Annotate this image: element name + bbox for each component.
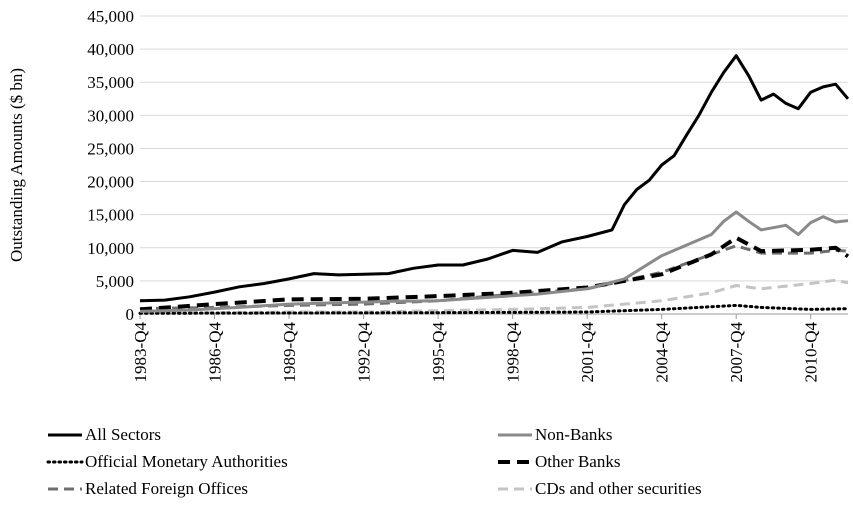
x-tick-label: 1986-Q4: [206, 322, 225, 383]
x-axis-ticks: 1983-Q4 1986-Q4 1989-Q4 1992-Q4 1995-Q4 1998-…: [131, 314, 821, 382]
y-axis-title: Outstanding Amounts ($ bn): [7, 68, 26, 262]
x-tick-label: 2001-Q4: [578, 322, 597, 383]
y-tick-label: 40,000: [87, 40, 134, 59]
x-tick-label: 1983-Q4: [131, 322, 150, 383]
legend-label: Non-Banks: [535, 425, 612, 444]
y-tick-label: 5,000: [96, 272, 134, 291]
y-tick-label: 15,000: [87, 206, 134, 225]
x-tick-label: 1992-Q4: [355, 322, 374, 383]
x-tick-label: 2004-Q4: [653, 322, 672, 383]
series-lines: [138, 54, 850, 315]
y-tick-label: 30,000: [87, 106, 134, 125]
y-tick-label: 25,000: [87, 139, 134, 158]
legend-label: Other Banks: [535, 452, 620, 471]
legend-label: CDs and other securities: [535, 479, 702, 498]
series-line: [138, 303, 850, 315]
legend-label: Related Foreign Offices: [85, 479, 248, 498]
x-tick-label: 2010-Q4: [802, 322, 821, 383]
y-tick-label: 45,000: [87, 7, 134, 26]
y-tick-label: 10,000: [87, 239, 134, 258]
series-line: [139, 54, 850, 303]
x-tick-label: 1989-Q4: [280, 322, 299, 383]
y-tick-label: 35,000: [87, 73, 134, 92]
y-tick-label: 0: [126, 305, 135, 324]
legend: All Sectors Non-Banks Official Monetary Au…: [46, 425, 702, 498]
y-tick-label: 20,000: [87, 173, 134, 192]
series-line: [139, 235, 850, 312]
legend-label: All Sectors: [85, 425, 161, 444]
gridlines: [140, 15, 848, 282]
series-line: [139, 244, 849, 311]
y-axis-ticks: 0 5,000 10,000 15,000 20,000 25,000 30,000 35,0…: [87, 7, 134, 324]
x-tick-label: 1998-Q4: [504, 322, 523, 383]
x-tick-label: 2007-Q4: [727, 322, 746, 383]
legend-label: Official Monetary Authorities: [85, 452, 288, 471]
x-tick-label: 1995-Q4: [429, 322, 448, 383]
series-line: [139, 210, 849, 313]
